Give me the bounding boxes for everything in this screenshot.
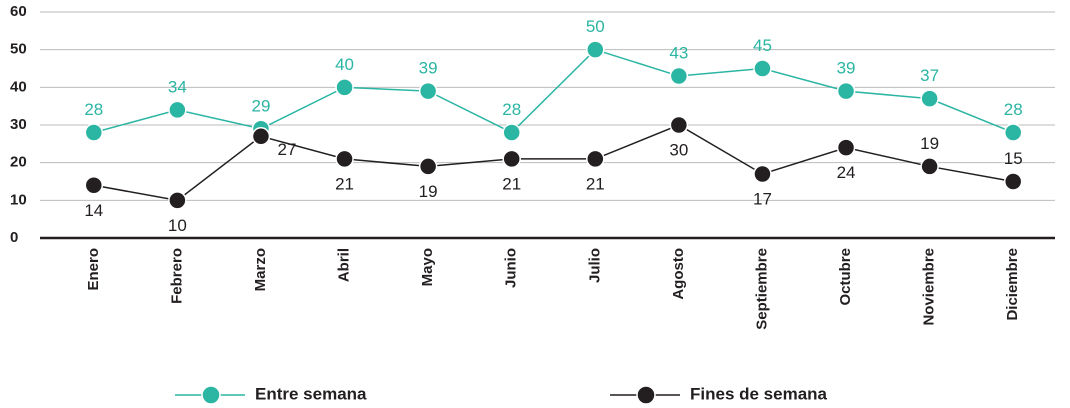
point [753, 164, 772, 184]
point [418, 157, 438, 176]
point [586, 40, 605, 59]
x-tick-label: Marzo [252, 248, 269, 291]
value-label: 50 [586, 17, 605, 36]
point [335, 78, 354, 97]
point [1003, 123, 1023, 142]
point [335, 149, 354, 169]
point [836, 81, 856, 101]
value-label: 28 [502, 100, 521, 119]
value-label: 19 [419, 182, 438, 201]
point [418, 81, 438, 101]
value-label: 39 [837, 59, 856, 78]
value-label: 17 [753, 189, 772, 208]
point [1003, 172, 1023, 191]
point [836, 138, 856, 157]
legend-label: Entre semana [255, 384, 367, 403]
x-tick-label: Noviembre [921, 248, 938, 326]
point [669, 66, 689, 86]
point [920, 89, 939, 108]
x-tick-label: Julio [586, 248, 603, 283]
y-tick-label: 20 [10, 154, 27, 171]
value-label: 40 [335, 55, 354, 74]
point [753, 59, 772, 78]
x-tick-label: Febrero [168, 248, 185, 304]
value-label: 19 [920, 134, 939, 153]
value-label: 43 [669, 44, 688, 63]
x-tick-label: Agosto [670, 248, 687, 300]
point [84, 123, 104, 142]
legend-label: Fines de semana [690, 384, 828, 403]
value-label: 34 [168, 77, 187, 96]
x-tick-label: Diciembre [1004, 248, 1021, 321]
x-tick-label: Junio [503, 248, 520, 288]
value-label: 21 [502, 174, 521, 193]
y-tick-label: 10 [10, 191, 27, 208]
y-tick-label: 40 [10, 78, 27, 95]
x-tick-label: Abril [336, 248, 353, 282]
point [669, 115, 689, 135]
x-tick-label: Septiembre [753, 248, 770, 330]
value-label: 37 [920, 66, 939, 85]
x-tick-label: Enero [85, 248, 102, 291]
value-label: 45 [753, 36, 772, 55]
value-label: 28 [1004, 100, 1023, 119]
series-line [93, 48, 1014, 134]
point [168, 100, 187, 120]
point [502, 123, 521, 142]
point [251, 127, 271, 146]
point [168, 191, 187, 210]
point [920, 157, 939, 176]
value-label: 29 [251, 96, 270, 115]
legend-marker [636, 385, 656, 405]
x-tick-label: Octubre [837, 248, 854, 306]
point [502, 149, 521, 169]
value-label: 27 [277, 140, 296, 159]
value-label: 24 [837, 163, 856, 182]
value-label: 14 [84, 201, 103, 220]
value-label: 10 [168, 216, 187, 235]
value-label: 30 [669, 140, 688, 159]
series-line [93, 124, 1014, 202]
point [586, 149, 605, 169]
value-label: 28 [84, 100, 103, 119]
value-label: 21 [335, 174, 354, 193]
legend-marker [201, 385, 221, 405]
value-label: 15 [1004, 149, 1023, 168]
y-tick-label: 60 [10, 3, 27, 20]
x-tick-label: Mayo [419, 248, 436, 286]
y-tick-label: 30 [10, 116, 27, 133]
value-label: 39 [419, 59, 438, 78]
point [84, 176, 104, 195]
y-tick-label: 50 [10, 41, 27, 58]
y-tick-label: 0 [10, 229, 18, 246]
value-label: 21 [586, 174, 605, 193]
